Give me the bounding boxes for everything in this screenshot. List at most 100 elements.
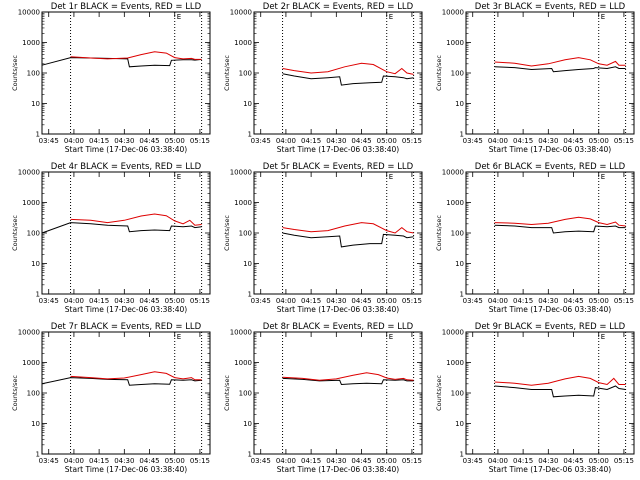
y-axis-label: Counts/sec	[223, 55, 231, 91]
y-tick-label: 100	[27, 390, 40, 398]
panel-title: Det 1r BLACK = Events, RED = LLD	[51, 2, 202, 12]
panel-title: Det 8r BLACK = Events, RED = LLD	[263, 322, 414, 332]
x-tick-label: 04:30	[114, 457, 134, 465]
series-line-events	[282, 232, 414, 248]
series-line-events	[282, 73, 414, 86]
plot-frame	[465, 11, 635, 135]
y-axis-label: Counts/sec	[11, 215, 19, 251]
y-tick-label: 1000	[234, 39, 252, 47]
x-tick-label: 03:45	[463, 297, 483, 305]
y-tick-label: 1000	[22, 199, 40, 207]
corner-marker: E	[601, 173, 605, 181]
y-tick-label: 1	[36, 131, 40, 139]
y-tick-label: 1000	[446, 199, 464, 207]
y-tick-label: 1	[36, 451, 40, 459]
series-line-lld	[282, 372, 414, 381]
x-tick-label: 04:15	[301, 457, 321, 465]
x-tick-label: 03:45	[463, 137, 483, 145]
x-tick-label: 05:00	[165, 137, 185, 145]
x-axis-label: Start Time (17-Dec-06 03:38:40)	[277, 305, 399, 314]
x-tick-label: 04:00	[488, 297, 508, 305]
corner-marker: E	[389, 173, 393, 181]
x-tick-label: 03:45	[39, 457, 59, 465]
plot-frame	[41, 11, 211, 135]
x-tick-label: 04:45	[139, 137, 159, 145]
x-tick-label: 04:00	[276, 137, 296, 145]
x-axis-label: Start Time (17-Dec-06 03:38:40)	[65, 145, 187, 154]
y-tick-label: 10000	[230, 169, 252, 177]
y-axis-label: Counts/sec	[11, 375, 19, 411]
x-tick-label: 04:00	[64, 297, 84, 305]
panel-title: Det 5r BLACK = Events, RED = LLD	[263, 162, 414, 172]
series-line-lld	[70, 51, 202, 60]
y-tick-label: 1000	[234, 199, 252, 207]
y-tick-label: 1	[248, 131, 252, 139]
plot-frame	[41, 171, 211, 295]
y-axis-label: Counts/sec	[11, 55, 19, 91]
x-tick-label: 04:45	[563, 137, 583, 145]
x-tick-label: 04:00	[64, 137, 84, 145]
y-tick-label: 10000	[442, 169, 464, 177]
x-tick-label: 04:45	[139, 297, 159, 305]
x-axis-label: Start Time (17-Dec-06 03:38:40)	[65, 305, 187, 314]
x-tick-label: 04:15	[513, 297, 533, 305]
x-axis-label: Start Time (17-Dec-06 03:38:40)	[489, 145, 611, 154]
panel-det-6: Det 6r BLACK = Events, RED = LLD 1 10 100 10…	[435, 162, 635, 314]
x-tick-label: 04:15	[513, 457, 533, 465]
x-tick-label: 04:15	[89, 457, 109, 465]
x-tick-label: 03:45	[251, 297, 271, 305]
x-tick-label: 03:45	[463, 457, 483, 465]
x-axis-label: Start Time (17-Dec-06 03:38:40)	[65, 465, 187, 474]
panel-det-3: Det 3r BLACK = Events, RED = LLD 1 10 100 10…	[435, 2, 635, 154]
x-tick-label: 04:30	[114, 137, 134, 145]
y-tick-label: 100	[451, 70, 464, 78]
x-tick-label: 04:45	[351, 297, 371, 305]
x-tick-label: 05:15	[402, 137, 422, 145]
x-tick-label: 04:45	[139, 457, 159, 465]
corner-marker: E	[601, 333, 605, 341]
plot-frame	[253, 331, 423, 455]
y-tick-label: 10000	[18, 169, 40, 177]
x-tick-label: 05:15	[190, 297, 210, 305]
panel-det-9: Det 9r BLACK = Events, RED = LLD 1 10 100 10…	[435, 322, 635, 474]
x-tick-label: 03:45	[39, 137, 59, 145]
y-tick-label: 10000	[18, 329, 40, 337]
y-tick-label: 10	[243, 100, 252, 108]
panel-title: Det 9r BLACK = Events, RED = LLD	[475, 322, 626, 332]
y-tick-label: 1	[248, 451, 252, 459]
corner-marker: E	[389, 13, 393, 21]
x-axis-label: Start Time (17-Dec-06 03:38:40)	[489, 305, 611, 314]
x-tick-label: 05:00	[589, 297, 609, 305]
panel-title: Det 3r BLACK = Events, RED = LLD	[475, 2, 626, 12]
x-tick-label: 05:15	[190, 137, 210, 145]
plot-frame	[465, 171, 635, 295]
panel-title: Det 4r BLACK = Events, RED = LLD	[51, 162, 202, 172]
x-axis-label: Start Time (17-Dec-06 03:38:40)	[489, 465, 611, 474]
y-tick-label: 10	[31, 100, 40, 108]
corner-marker: E	[177, 333, 181, 341]
x-tick-label: 04:00	[488, 137, 508, 145]
corner-marker: E	[177, 13, 181, 21]
x-tick-label: 05:15	[402, 457, 422, 465]
plot-frame	[253, 171, 423, 295]
y-tick-label: 10	[455, 100, 464, 108]
x-tick-label: 04:30	[538, 457, 558, 465]
y-tick-label: 1	[460, 451, 464, 459]
series-line-events	[41, 222, 202, 234]
corner-marker: E	[601, 13, 605, 21]
series-line-events	[494, 66, 626, 73]
x-tick-label: 04:30	[326, 297, 346, 305]
y-tick-label: 10000	[442, 9, 464, 17]
y-tick-label: 1000	[446, 359, 464, 367]
x-tick-label: 04:15	[301, 137, 321, 145]
series-line-lld	[282, 222, 414, 234]
panel-det-2: Det 2r BLACK = Events, RED = LLD 1 10 100 10…	[223, 2, 423, 154]
series-line-lld	[70, 213, 202, 226]
x-tick-label: 05:15	[614, 457, 634, 465]
x-tick-label: 04:15	[301, 297, 321, 305]
x-tick-label: 04:45	[563, 457, 583, 465]
series-line-lld	[494, 375, 626, 386]
x-tick-label: 03:45	[251, 457, 271, 465]
panel-det-4: Det 4r BLACK = Events, RED = LLD 1 10 100 10…	[11, 162, 211, 314]
y-tick-label: 100	[27, 230, 40, 238]
